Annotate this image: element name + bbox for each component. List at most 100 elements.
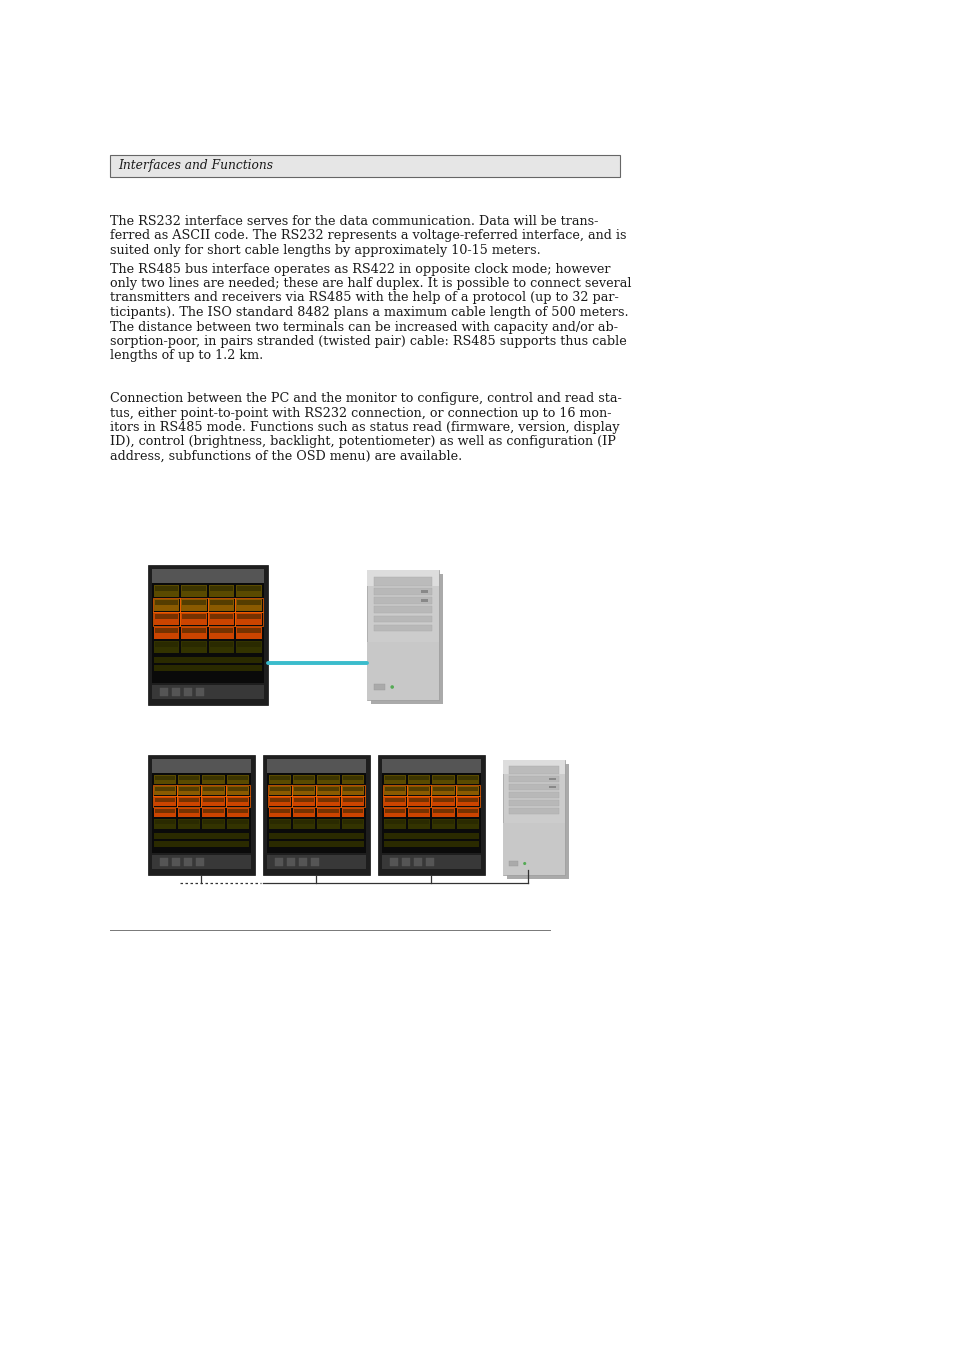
Bar	[385, 775, 405, 780]
Bar	[384, 786, 406, 796]
Bar	[202, 820, 225, 828]
Bar	[318, 820, 338, 824]
Bar	[292, 796, 316, 808]
Bar	[153, 613, 179, 626]
Text: itors in RS485 mode. Functions such as status read (firmware, version, display: itors in RS485 mode. Functions such as s…	[110, 422, 619, 434]
Bar	[210, 613, 233, 619]
Bar	[342, 788, 363, 790]
Bar	[160, 858, 168, 866]
Bar	[509, 775, 558, 782]
Bar	[456, 785, 479, 796]
Bar	[426, 858, 434, 866]
Bar	[432, 820, 455, 828]
Bar	[502, 823, 564, 875]
Bar	[270, 809, 290, 813]
Bar	[298, 858, 307, 866]
Text: address, subfunctions of the OSD menu) are available.: address, subfunctions of the OSD menu) a…	[110, 450, 462, 463]
Bar	[293, 786, 315, 796]
Bar	[210, 642, 233, 647]
Bar	[431, 796, 456, 808]
Bar	[209, 585, 234, 597]
Bar	[374, 597, 432, 604]
Bar	[152, 785, 177, 796]
Bar	[269, 832, 364, 839]
Bar	[408, 808, 430, 817]
Bar	[235, 612, 263, 626]
Bar	[203, 809, 224, 813]
Bar	[226, 796, 250, 808]
Bar	[385, 809, 405, 813]
Bar	[341, 820, 364, 828]
Bar	[235, 598, 263, 612]
Bar	[371, 574, 442, 704]
Bar	[340, 785, 365, 796]
Text: transmitters and receivers via RS485 with the help of a protocol (up to 32 par-: transmitters and receivers via RS485 wit…	[110, 292, 618, 304]
Bar	[384, 840, 478, 847]
Bar	[457, 820, 477, 824]
Bar	[179, 788, 199, 790]
Text: The distance between two terminals can be increased with capacity and/or ab-: The distance between two terminals can b…	[110, 320, 618, 334]
Bar	[414, 858, 421, 866]
Bar	[154, 820, 175, 824]
Bar	[153, 598, 179, 611]
Bar	[153, 640, 179, 653]
Bar	[342, 798, 363, 802]
Bar	[153, 657, 262, 663]
Bar	[420, 590, 428, 593]
Bar	[432, 786, 455, 796]
Bar	[179, 820, 199, 824]
Bar	[228, 820, 248, 824]
Bar	[179, 798, 199, 802]
Text: Connection between the PC and the monitor to configure, control and read sta-: Connection between the PC and the monito…	[110, 392, 621, 405]
Bar	[385, 798, 405, 802]
Bar	[227, 820, 249, 828]
Bar	[178, 808, 200, 817]
Text: The RS485 bus interface operates as RS422 in opposite clock mode; however: The RS485 bus interface operates as RS42…	[110, 262, 610, 276]
Text: The RS232 interface serves for the data communication. Data will be trans-: The RS232 interface serves for the data …	[110, 215, 598, 228]
Bar	[340, 796, 365, 808]
Bar	[208, 598, 235, 612]
Bar	[457, 798, 477, 802]
Bar	[269, 808, 291, 817]
Bar	[154, 798, 175, 802]
Bar	[502, 761, 564, 875]
Bar	[385, 788, 405, 790]
Bar	[203, 798, 224, 802]
Bar	[270, 775, 290, 780]
Bar	[549, 786, 555, 788]
Bar	[432, 808, 455, 817]
Bar	[226, 785, 250, 796]
Bar	[456, 796, 479, 808]
Circle shape	[390, 685, 394, 689]
Bar	[374, 685, 385, 689]
Circle shape	[522, 862, 526, 865]
Bar	[456, 820, 478, 828]
Bar	[407, 796, 431, 808]
Bar	[287, 858, 294, 866]
Bar	[509, 766, 558, 774]
Bar	[236, 585, 262, 597]
Bar	[236, 613, 262, 626]
Bar	[433, 809, 454, 813]
Bar	[154, 809, 175, 813]
Bar	[341, 808, 364, 817]
Bar	[153, 832, 249, 839]
Bar	[381, 773, 480, 852]
Bar	[180, 612, 208, 626]
Bar	[294, 775, 314, 780]
Bar	[377, 755, 484, 875]
Bar	[318, 798, 338, 802]
Bar	[317, 786, 339, 796]
Bar	[509, 792, 558, 798]
Bar	[270, 788, 290, 790]
Bar	[237, 642, 261, 647]
Bar	[316, 785, 340, 796]
Bar	[195, 858, 204, 866]
Bar	[456, 808, 478, 817]
Bar	[178, 786, 200, 796]
Text: ticipants). The ISO standard 8482 plans a maximum cable length of 500 meters.: ticipants). The ISO standard 8482 plans …	[110, 305, 628, 319]
Bar	[382, 785, 407, 796]
Bar	[110, 155, 619, 177]
Bar	[267, 855, 366, 869]
Bar	[181, 585, 207, 597]
